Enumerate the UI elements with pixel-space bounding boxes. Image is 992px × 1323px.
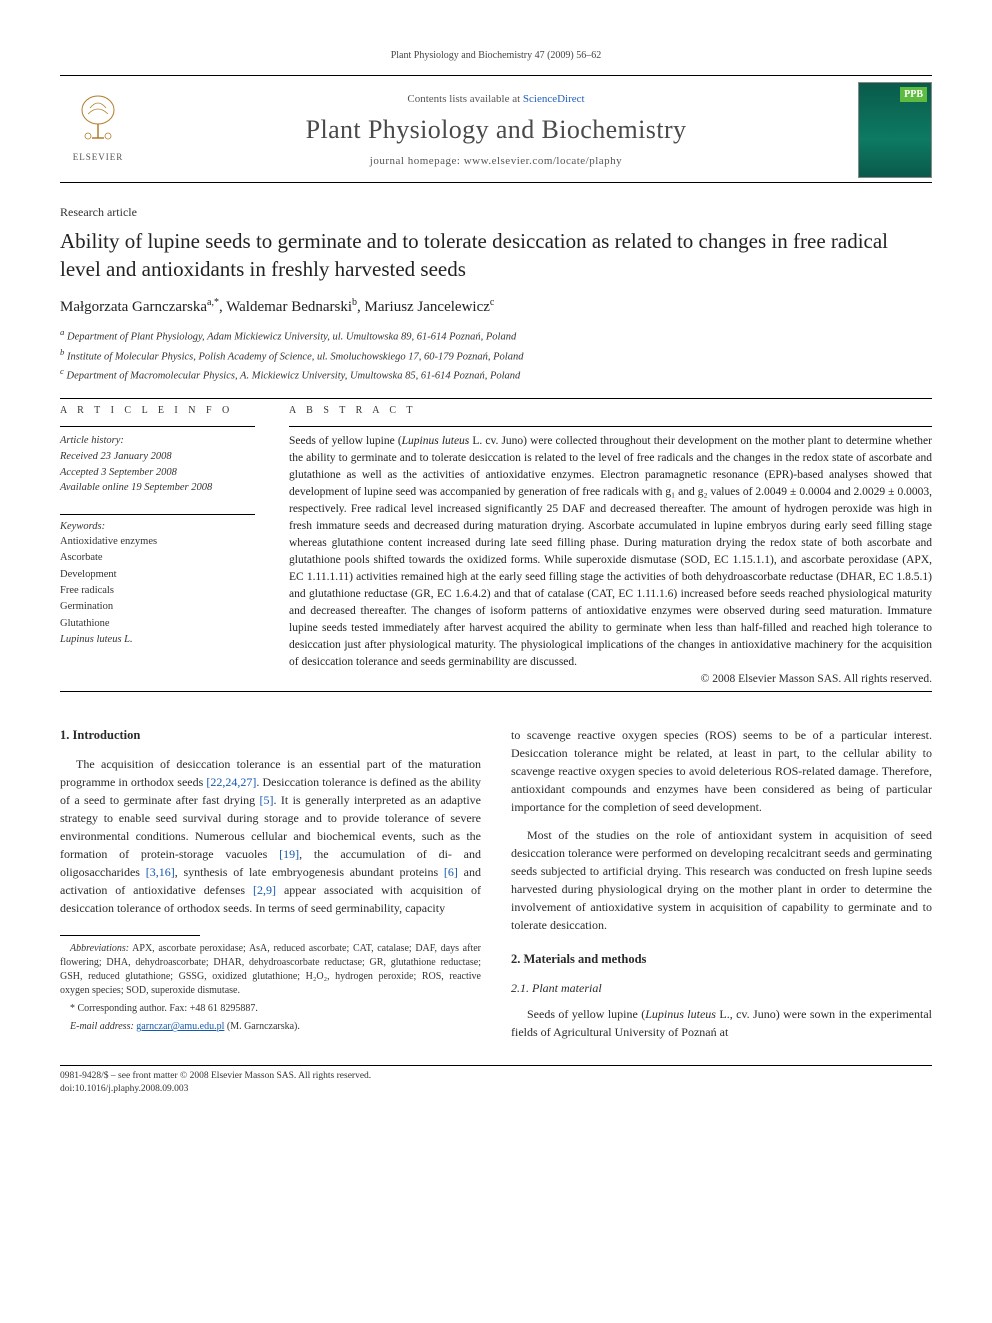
article-title: Ability of lupine seeds to germinate and… — [60, 228, 932, 283]
author-2-sup: b — [352, 297, 357, 308]
doi-line: doi:10.1016/j.plaphy.2008.09.003 — [60, 1083, 932, 1096]
abstract-text: Seeds of yellow lupine (Lupinus luteus L… — [289, 433, 932, 671]
history-label: Article history: — [60, 433, 255, 449]
right-column: to scavenge reactive oxygen species (ROS… — [511, 726, 932, 1051]
keyword-latin: Lupinus luteus L. — [60, 632, 255, 648]
article-type: Research article — [60, 205, 932, 220]
footnote-rule — [60, 935, 200, 936]
affiliations: a Department of Plant Physiology, Adam M… — [60, 326, 932, 384]
author-3-sup: c — [490, 297, 494, 308]
rule-info-2 — [60, 514, 255, 515]
section-2-1-para-1: Seeds of yellow lupine (Lupinus luteus L… — [511, 1005, 932, 1041]
author-1[interactable]: Małgorzata Garnczarska — [60, 299, 207, 315]
email-label: E-mail address: — [70, 1021, 134, 1032]
rule-above-info — [60, 398, 932, 399]
affiliation-b-text: Institute of Molecular Physics, Polish A… — [67, 351, 523, 362]
section-1-para-1: The acquisition of desiccation tolerance… — [60, 755, 481, 917]
abbrev-label: Abbreviations: — [70, 943, 129, 954]
affiliation-a: a Department of Plant Physiology, Adam M… — [60, 326, 932, 345]
keyword: Antioxidative enzymes — [60, 534, 255, 550]
front-matter-line: 0981-9428/$ – see front matter © 2008 El… — [60, 1070, 932, 1083]
keyword: Germination — [60, 599, 255, 615]
keyword: Development — [60, 567, 255, 583]
history-online: Available online 19 September 2008 — [60, 480, 255, 496]
journal-cover-thumb[interactable]: PPB — [858, 82, 932, 178]
running-head: Plant Physiology and Biochemistry 47 (20… — [60, 50, 932, 61]
abbreviations: Abbreviations: APX, ascorbate peroxidase… — [60, 942, 481, 998]
section-1-head: 1. Introduction — [60, 726, 481, 745]
article-info-column: A R T I C L E I N F O Article history: R… — [60, 405, 255, 685]
elsevier-logo[interactable]: ELSEVIER — [60, 88, 136, 172]
affiliation-b: b Institute of Molecular Physics, Polish… — [60, 346, 932, 365]
author-2[interactable]: Waldemar Bednarski — [226, 299, 352, 315]
author-1-sup: a,* — [207, 297, 219, 308]
masthead: ELSEVIER Contents lists available at Sci… — [60, 76, 932, 182]
keywords-list: Antioxidative enzymes Ascorbate Developm… — [60, 534, 255, 648]
author-3[interactable]: Mariusz Jancelewicz — [365, 299, 490, 315]
elsevier-wordmark: ELSEVIER — [73, 152, 124, 162]
section-2-1-head: 2.1. Plant material — [511, 979, 932, 997]
publisher-logo-block: ELSEVIER — [60, 88, 150, 172]
bottom-bar: 0981-9428/$ – see front matter © 2008 El… — [60, 1065, 932, 1097]
corresponding-author: * Corresponding author. Fax: +48 61 8295… — [60, 1002, 481, 1016]
keyword: Free radicals — [60, 583, 255, 599]
elsevier-tree-icon — [68, 88, 128, 148]
homepage-url[interactable]: www.elsevier.com/locate/plaphy — [464, 155, 622, 167]
abstract-head: A B S T R A C T — [289, 405, 932, 416]
footnotes: Abbreviations: APX, ascorbate peroxidase… — [60, 942, 481, 1034]
rule-below-masthead — [60, 182, 932, 183]
rule-info-1 — [60, 426, 255, 427]
rule-below-abstract — [60, 691, 932, 692]
abstract-column: A B S T R A C T Seeds of yellow lupine (… — [289, 405, 932, 685]
email-line: E-mail address: garnczar@amu.edu.pl (M. … — [60, 1020, 481, 1034]
copyright-line: © 2008 Elsevier Masson SAS. All rights r… — [289, 673, 932, 685]
rule-abstract — [289, 426, 932, 427]
contents-line: Contents lists available at ScienceDirec… — [150, 93, 842, 105]
article-history: Article history: Received 23 January 200… — [60, 433, 255, 496]
journal-title: Plant Physiology and Biochemistry — [150, 115, 842, 145]
contents-prefix: Contents lists available at — [407, 93, 522, 105]
keywords-label: Keywords: — [60, 521, 255, 532]
left-column: 1. Introduction The acquisition of desic… — [60, 726, 481, 1051]
email-suffix: (M. Garnczarska). — [224, 1021, 300, 1032]
affiliation-c-text: Department of Macromolecular Physics, A.… — [67, 370, 521, 381]
history-received: Received 23 January 2008 — [60, 449, 255, 465]
keyword: Glutathione — [60, 616, 255, 632]
article-info-head: A R T I C L E I N F O — [60, 405, 255, 416]
history-accepted: Accepted 3 September 2008 — [60, 465, 255, 481]
keyword: Ascorbate — [60, 550, 255, 566]
affiliation-a-text: Department of Plant Physiology, Adam Mic… — [67, 332, 516, 343]
affiliation-c: c Department of Macromolecular Physics, … — [60, 365, 932, 384]
journal-homepage: journal homepage: www.elsevier.com/locat… — [150, 155, 842, 167]
section-1-para-3: Most of the studies on the role of antio… — [511, 826, 932, 934]
section-1-para-2: to scavenge reactive oxygen species (ROS… — [511, 726, 932, 816]
cover-thumb-block: PPB — [842, 82, 932, 178]
section-2-head: 2. Materials and methods — [511, 950, 932, 969]
homepage-prefix: journal homepage: — [370, 155, 464, 167]
authors: Małgorzata Garnczarskaa,*, Waldemar Bedn… — [60, 297, 932, 316]
sciencedirect-link[interactable]: ScienceDirect — [523, 93, 585, 105]
corresponding-email[interactable]: garnczar@amu.edu.pl — [136, 1021, 224, 1032]
cover-badge: PPB — [900, 87, 927, 102]
body-columns: 1. Introduction The acquisition of desic… — [60, 726, 932, 1051]
